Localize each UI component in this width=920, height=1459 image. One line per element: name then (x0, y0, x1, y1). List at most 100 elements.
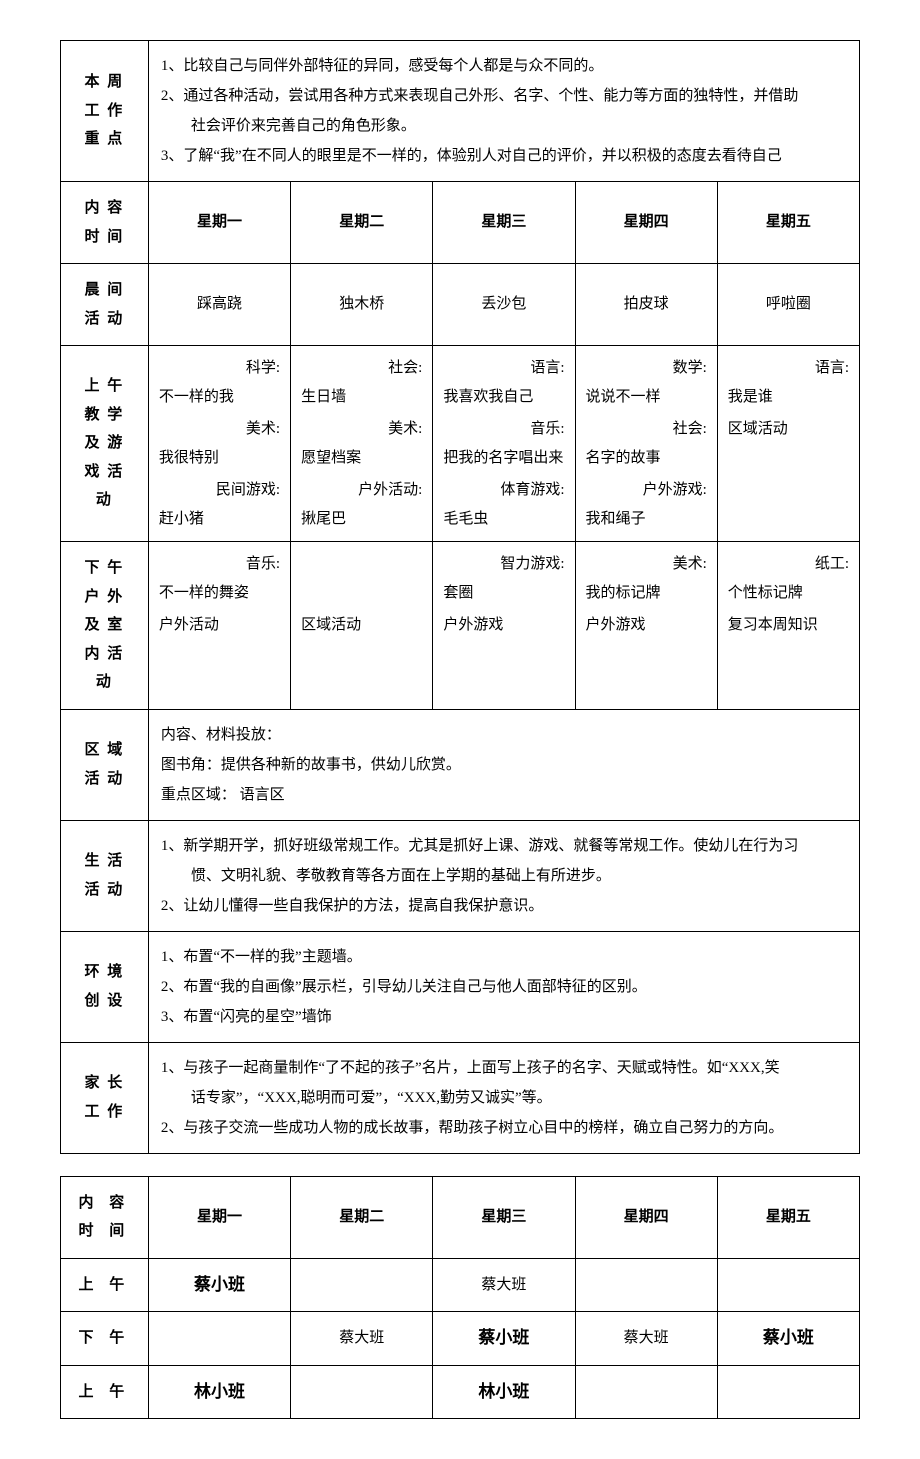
rowhead-line: 晨 间 (65, 276, 144, 305)
rowhead-line: 上 午 (65, 372, 144, 401)
pm-cell-tue: 区域活动 (291, 542, 433, 710)
activity-item: 说说不一样 (586, 383, 707, 412)
t2-cell (148, 1312, 290, 1366)
rowhead-line: 时 间 (65, 223, 144, 252)
rowhead-line: 重 点 (65, 125, 144, 154)
activity-item: 愿望档案 (301, 444, 422, 473)
rowhead-line: 活 动 (65, 876, 144, 905)
am-cell-tue: 社会:生日墙美术:愿望档案户外活动:揪尾巴 (291, 346, 433, 542)
rowhead-line: 内 容 (65, 194, 144, 223)
t2-row-label: 下 午 (61, 1312, 149, 1366)
focus-line: 2、通过各种活动，尝试用各种方式来表现自己外形、名字、个性、能力等方面的独特性，… (161, 81, 847, 111)
pm-cell-mon: 音乐:不一样的舞姿户外活动 (148, 542, 290, 710)
rowhead-line: 及 游 (65, 429, 144, 458)
env-line: 2、布置“我的自画像”展示栏，引导幼儿关注自己与他人面部特征的区别。 (161, 972, 847, 1002)
rowhead-line: 户 外 (65, 583, 144, 612)
t2-rowhead-time: 内 容时 间 (61, 1176, 149, 1258)
pm-cell-fri: 纸工:个性标记牌复习本周知识 (717, 542, 859, 710)
rowhead-line: 创 设 (65, 987, 144, 1016)
row-zone: 区 域活 动 内容、材料投放： 图书角：提供各种新的故事书，供幼儿欣赏。 重点区… (61, 709, 860, 820)
am-cell-fri: 语言:我是谁区域活动 (717, 346, 859, 542)
activity-item: 生日墙 (301, 383, 422, 412)
activity-item: 我和绳子 (586, 505, 707, 534)
rowhead-line: 生 活 (65, 847, 144, 876)
pm-cell-thu: 美术:我的标记牌户外游戏 (575, 542, 717, 710)
life-line: 惯、文明礼貌、孝敬教育等各方面在上学期的基础上有所进步。 (161, 861, 847, 891)
parent-line: 话专家”，“XXX,聪明而可爱”，“XXX,勤劳又诚实”等。 (161, 1083, 847, 1113)
rowhead-line: 时 间 (65, 1217, 144, 1246)
row-morning: 晨 间活 动 踩高跷 独木桥 丢沙包 拍皮球 呼啦圈 (61, 264, 860, 346)
activity-label: 户外活动: (301, 476, 422, 505)
rowhead-time: 内 容时 间 (61, 182, 149, 264)
focus-line: 社会评价来完善自己的角色形象。 (161, 111, 847, 141)
zone-line: 内容、材料投放： (161, 720, 847, 750)
t2-row-label: 上 午 (61, 1258, 149, 1312)
t2-day-header: 星期五 (717, 1176, 859, 1258)
activity-item: 套圈 (443, 579, 564, 608)
activity-label: 科学: (159, 354, 280, 383)
row-days-header: 内 容时 间 星期一 星期二 星期三 星期四 星期五 (61, 182, 860, 264)
t2-cell (291, 1365, 433, 1419)
morning-cell: 拍皮球 (575, 264, 717, 346)
row-pm: 下 午户 外及 室内 活动 音乐:不一样的舞姿户外活动 区域活动 智力游戏:套圈… (61, 542, 860, 710)
table-gap (60, 1154, 860, 1176)
life-line: 2、让幼儿懂得一些自我保护的方法，提高自我保护意识。 (161, 891, 847, 921)
activity-label: 智力游戏: (443, 550, 564, 579)
focus-line: 1、比较自己与同伴外部特征的异同，感受每个人都是与众不同的。 (161, 51, 847, 81)
activity-item: 区域活动 (728, 415, 849, 444)
rowhead-zone: 区 域活 动 (61, 709, 149, 820)
activity-item: 我是谁 (728, 383, 849, 412)
activity-label: 体育游戏: (443, 476, 564, 505)
life-content: 1、新学期开学，抓好班级常规工作。尤其是抓好上课、游戏、就餐等常规工作。使幼儿在… (148, 820, 859, 931)
rowhead-focus: 本 周工 作重 点 (61, 41, 149, 182)
activity-item: 赶小猪 (159, 505, 280, 534)
am-cell-wed: 语言:我喜欢我自己音乐:把我的名字唱出来体育游戏:毛毛虫 (433, 346, 575, 542)
morning-cell: 踩高跷 (148, 264, 290, 346)
parent-line: 2、与孩子交流一些成功人物的成长故事，帮助孩子树立心目中的榜样，确立自己努力的方… (161, 1113, 847, 1143)
activity-item: 我的标记牌 (586, 579, 707, 608)
row-focus: 本 周工 作重 点 1、比较自己与同伴外部特征的异同，感受每个人都是与众不同的。… (61, 41, 860, 182)
activity-item: 不一样的舞姿 (159, 579, 280, 608)
activity-label: 语言: (443, 354, 564, 383)
t2-cell (575, 1365, 717, 1419)
t2-cell: 蔡小班 (148, 1258, 290, 1312)
rowhead-line: 活 动 (65, 305, 144, 334)
duty-table: 内 容时 间 星期一 星期二 星期三 星期四 星期五 上 午蔡小班蔡大班下 午蔡… (60, 1176, 860, 1420)
activity-label: 美术: (301, 415, 422, 444)
focus-content: 1、比较自己与同伴外部特征的异同，感受每个人都是与众不同的。 2、通过各种活动，… (148, 41, 859, 182)
activity-label: 数学: (586, 354, 707, 383)
activity-label: 美术: (159, 415, 280, 444)
activity-item: 我很特别 (159, 444, 280, 473)
activity-item: 户外游戏 (586, 611, 707, 640)
env-content: 1、布置“不一样的我”主题墙。 2、布置“我的自画像”展示栏，引导幼儿关注自己与… (148, 931, 859, 1042)
parent-line: 1、与孩子一起商量制作“了不起的孩子”名片，上面写上孩子的名字、天赋或特性。如“… (161, 1053, 847, 1083)
t2-header-row: 内 容时 间 星期一 星期二 星期三 星期四 星期五 (61, 1176, 860, 1258)
day-header: 星期三 (433, 182, 575, 264)
t2-cell (717, 1258, 859, 1312)
activity-label: 社会: (586, 415, 707, 444)
parent-content: 1、与孩子一起商量制作“了不起的孩子”名片，上面写上孩子的名字、天赋或特性。如“… (148, 1042, 859, 1153)
activity-item: 个性标记牌 (728, 579, 849, 608)
rowhead-line: 下 午 (65, 554, 144, 583)
t2-cell (575, 1258, 717, 1312)
rowhead-pm: 下 午户 外及 室内 活动 (61, 542, 149, 710)
morning-cell: 独木桥 (291, 264, 433, 346)
morning-cell: 呼啦圈 (717, 264, 859, 346)
t2-row-label: 上 午 (61, 1365, 149, 1419)
t2-cell: 蔡大班 (575, 1312, 717, 1366)
row-parent: 家 长工 作 1、与孩子一起商量制作“了不起的孩子”名片，上面写上孩子的名字、天… (61, 1042, 860, 1153)
rowhead-line: 区 域 (65, 736, 144, 765)
activity-label: 民间游戏: (159, 476, 280, 505)
activity-item: 名字的故事 (586, 444, 707, 473)
rowhead-life: 生 活活 动 (61, 820, 149, 931)
activity-item: 不一样的我 (159, 383, 280, 412)
activity-item: 户外游戏 (443, 611, 564, 640)
t2-cell: 蔡小班 (433, 1312, 575, 1366)
t2-cell (717, 1365, 859, 1419)
day-header: 星期五 (717, 182, 859, 264)
t2-cell (291, 1258, 433, 1312)
t2-row: 上 午林小班林小班 (61, 1365, 860, 1419)
am-cell-mon: 科学:不一样的我美术:我很特别民间游戏:赶小猪 (148, 346, 290, 542)
activity-item: 户外活动 (159, 611, 280, 640)
activity-item: 揪尾巴 (301, 505, 422, 534)
